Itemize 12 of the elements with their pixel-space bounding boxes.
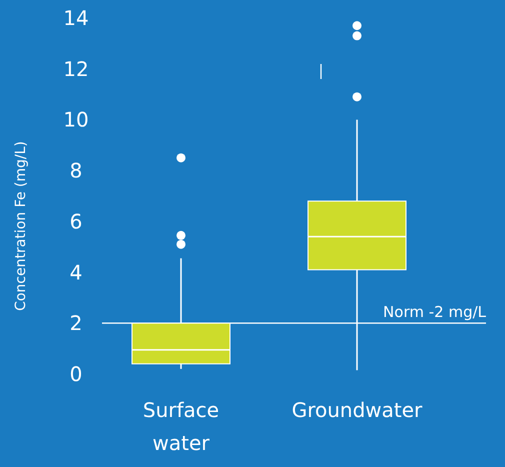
y-tick-label: 8 bbox=[70, 158, 82, 183]
y-axis-title: Concentration Fe (mg/L) bbox=[13, 141, 29, 311]
x-tick-label: Groundwater bbox=[292, 398, 424, 422]
y-tick-label: 12 bbox=[63, 56, 89, 81]
x-tick-label: Surface water bbox=[142, 398, 220, 455]
y-tick-label: 10 bbox=[63, 108, 89, 132]
ref-line-label: Norm -2 mg/L bbox=[383, 303, 487, 322]
y-tick-label: 4 bbox=[70, 260, 82, 284]
y-tick-label: 6 bbox=[70, 209, 82, 234]
y-tick-label: 0 bbox=[70, 362, 82, 386]
y-tick-label: 14 bbox=[63, 6, 89, 30]
y-tick-label: 2 bbox=[70, 311, 82, 336]
